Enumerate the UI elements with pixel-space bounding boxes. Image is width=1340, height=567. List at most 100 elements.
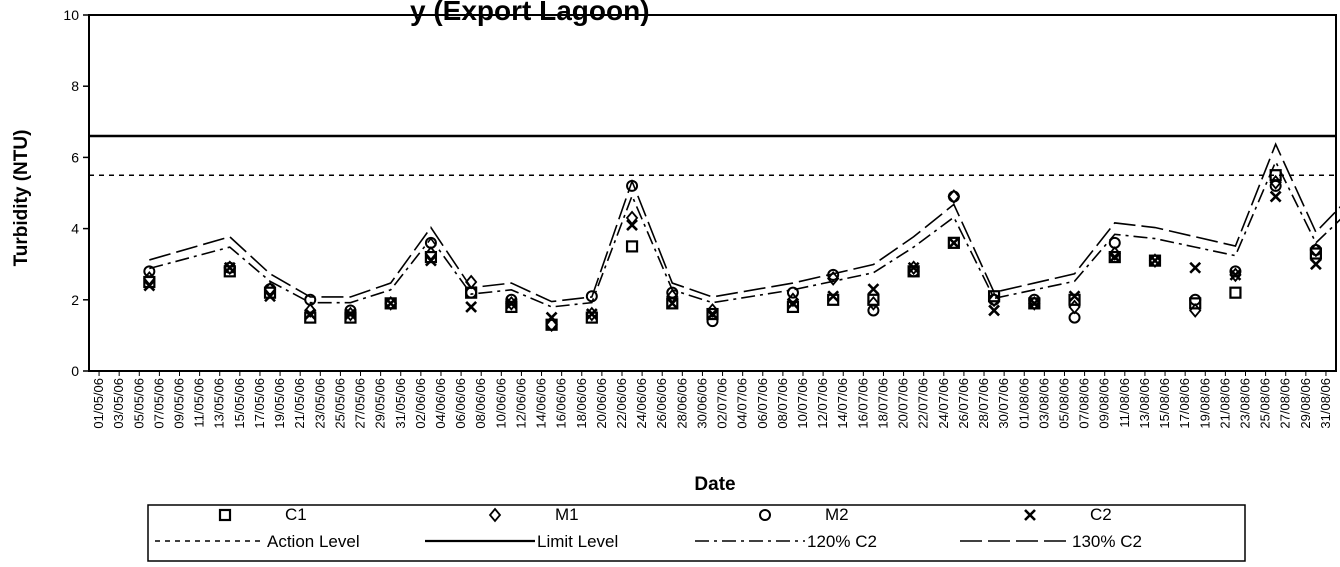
- x-tick-label: 24/07/06: [936, 378, 951, 429]
- x-tick-label: 21/08/06: [1217, 378, 1232, 429]
- x-tick-label: 24/06/06: [634, 378, 649, 429]
- x-tick-label: 11/08/06: [1117, 378, 1132, 428]
- marker-m2: [545, 318, 558, 331]
- marker-c2: [304, 308, 317, 320]
- legend-item-m1: M1: [488, 505, 579, 524]
- marker-c2: [1229, 268, 1242, 281]
- marker-c2: [1189, 261, 1202, 274]
- marker-c2: [947, 236, 960, 249]
- marker-c2: [787, 297, 799, 310]
- marker-m2: [1108, 236, 1121, 249]
- x-tick-label: 31/05/06: [393, 378, 408, 429]
- x-tick-label: 30/06/06: [694, 378, 709, 429]
- marker-c2: [465, 301, 478, 313]
- marker-c1: [1229, 286, 1242, 299]
- legend-label: 130% C2: [1072, 532, 1142, 551]
- x-tick-label: 03/05/06: [111, 378, 126, 429]
- legend-item-c1: C1: [218, 505, 307, 524]
- marker-c2: [867, 283, 880, 296]
- legend-label: 120% C2: [807, 532, 877, 551]
- marker-c2: [585, 308, 598, 320]
- x-tick-label: 30/07/06: [996, 378, 1011, 429]
- marker-c2: [1269, 190, 1282, 203]
- marker-m2: [626, 179, 639, 192]
- x-tick-label: 05/08/06: [1056, 378, 1071, 429]
- marker-c2: [626, 219, 638, 231]
- x-tick-label: 02/06/06: [413, 378, 428, 429]
- marker-c2: [424, 254, 437, 267]
- legend-item-limit-level: Limit Level: [425, 532, 618, 551]
- x-tick-label: 14/07/06: [835, 378, 850, 429]
- x-tick-label: 23/08/06: [1237, 378, 1252, 429]
- x-tick-label: 06/06/06: [453, 378, 468, 429]
- x-tick-label: 25/08/06: [1258, 378, 1273, 429]
- x-tick-label: 25/05/06: [332, 378, 347, 429]
- marker-m2: [1309, 243, 1322, 256]
- x-tick-label: 19/05/06: [272, 378, 287, 429]
- x-tick-label: 04/07/06: [735, 378, 750, 429]
- x-tick-label: 16/07/06: [855, 378, 870, 429]
- x-tick-label: 15/08/06: [1157, 378, 1172, 429]
- x-tick-label: 03/08/06: [1036, 378, 1051, 429]
- marker-m2: [143, 265, 156, 278]
- x-tick-label: 13/08/06: [1137, 378, 1152, 429]
- marker-m2: [666, 286, 679, 299]
- legend-item-c2: C2: [1024, 505, 1112, 524]
- x-tick-label: 10/07/06: [795, 378, 810, 429]
- marker-c1: [947, 236, 960, 249]
- marker-m1: [1269, 174, 1282, 190]
- x-tick-label: 07/08/06: [1077, 378, 1092, 429]
- legend-item-130-c2: 130% C2: [960, 532, 1142, 551]
- marker-m2: [947, 190, 960, 203]
- x-tick-label: 17/05/06: [252, 378, 267, 429]
- marker-c2: [706, 308, 719, 320]
- legend-symbol: [488, 507, 502, 523]
- y-tick-label: 4: [71, 221, 79, 237]
- reference-lines: [89, 134, 1336, 176]
- x-tick-label: 21/05/06: [292, 378, 307, 429]
- x-tick-label: 11/05/06: [192, 378, 207, 428]
- x-tick-label: 28/06/06: [674, 378, 689, 429]
- x-tick-label: 13/05/06: [212, 378, 227, 429]
- marker-m1: [304, 303, 317, 318]
- marker-m1: [786, 292, 800, 308]
- marker-c1: [987, 290, 1001, 303]
- marker-c1: [1189, 297, 1202, 310]
- marker-c2: [143, 279, 156, 292]
- x-tick-label: 22/07/06: [916, 378, 931, 429]
- y-tick-label: 6: [71, 149, 79, 165]
- marker-m1: [1189, 303, 1202, 318]
- x-tick-label: 15/05/06: [232, 378, 247, 429]
- x-tick-label: 09/08/06: [1097, 378, 1112, 429]
- marker-c1: [1108, 250, 1121, 264]
- legend-symbol: [1024, 509, 1036, 521]
- marker-m2: [384, 297, 397, 310]
- x-tick-label: 05/05/06: [131, 378, 146, 429]
- x-axis-title: Date: [694, 474, 735, 495]
- marker-c2: [988, 304, 1001, 317]
- legend-symbol: [218, 508, 232, 522]
- marker-c2: [384, 297, 397, 310]
- x-tick-label: 22/06/06: [614, 378, 629, 429]
- marker-c2: [223, 261, 236, 274]
- marker-c2: [907, 261, 920, 274]
- marker-m1: [1108, 246, 1121, 261]
- y-tick-label: 0: [71, 363, 79, 379]
- x-tick-label: 19/08/06: [1197, 378, 1212, 429]
- x-tick-label: 10/06/06: [493, 378, 508, 429]
- x-tick-label: 12/06/06: [513, 378, 528, 429]
- y-tick-label: 10: [63, 7, 79, 23]
- marker-m1: [1068, 299, 1081, 315]
- ratio-lines: [149, 142, 1340, 308]
- x-tick-label: 18/07/06: [875, 378, 890, 429]
- legend-frame: [147, 504, 1246, 562]
- marker-m2: [988, 293, 1001, 306]
- x-tick-label: 04/06/06: [433, 378, 448, 429]
- marker-m2: [585, 290, 598, 303]
- ratio-line-130: [149, 142, 1340, 303]
- x-tick-label: 31/08/06: [1318, 378, 1333, 429]
- marker-c2: [545, 311, 558, 324]
- x-tick-label: 01/05/06: [91, 378, 106, 429]
- marker-m2: [223, 261, 236, 274]
- legend-item-m2: M2: [759, 505, 849, 524]
